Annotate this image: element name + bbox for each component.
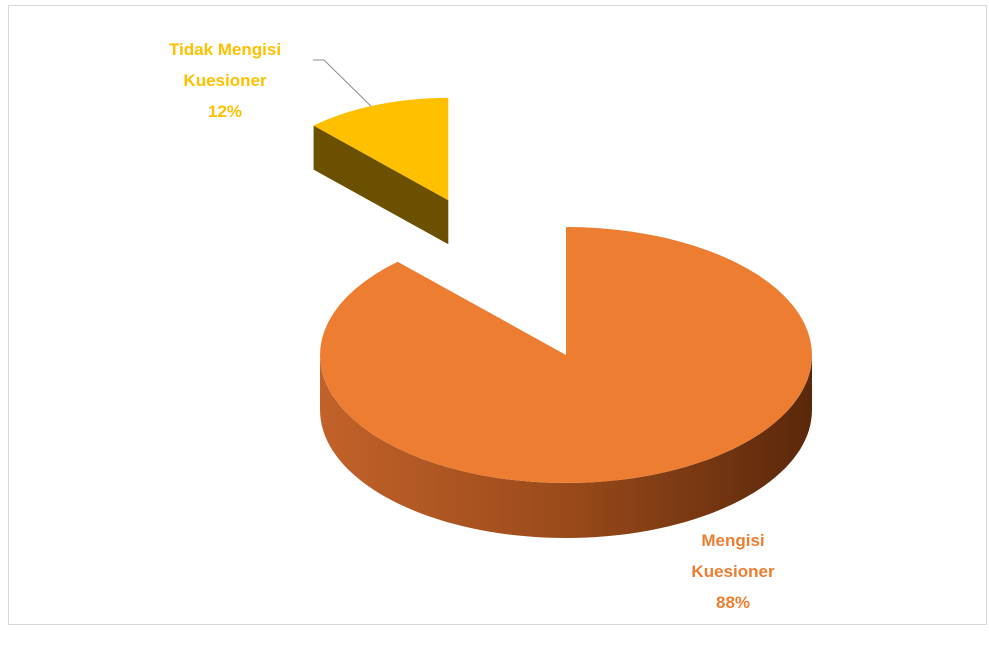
value-label: 12% — [207, 102, 243, 121]
slice-rim — [320, 355, 812, 538]
leader-line — [313, 59, 381, 116]
value-label: 88% — [715, 593, 751, 612]
slice — [313, 97, 449, 201]
category-label: Mengisi Kuesioner — [691, 531, 775, 581]
chart-frame — [8, 5, 987, 625]
category-label: Tidak Mengisi Kuesioner — [168, 40, 282, 90]
slice-side — [313, 125, 449, 245]
slice — [320, 227, 812, 483]
slice-label: Tidak Mengisi Kuesioner 12% — [150, 34, 300, 127]
slice-label: Mengisi Kuesioner 88% — [673, 525, 793, 618]
